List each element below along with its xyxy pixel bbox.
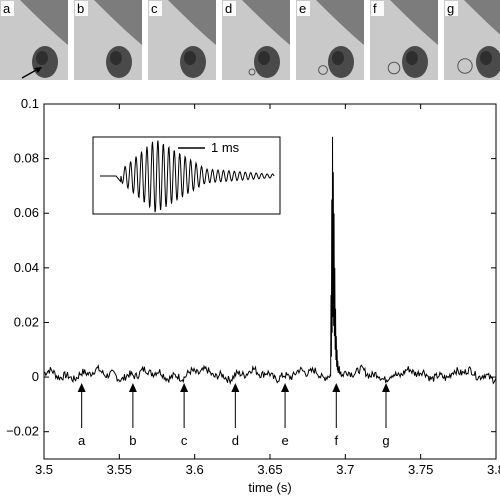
event-label: d	[232, 433, 239, 448]
frame-dark-region	[316, 0, 364, 45]
event-arrowhead	[128, 383, 137, 392]
event-arrowhead	[180, 383, 189, 392]
frame-dark-region	[20, 0, 68, 45]
frame-label-bg	[75, 1, 88, 16]
x-tick-label: 3.6	[186, 462, 204, 477]
x-tick-label: 3.7	[336, 462, 354, 477]
frame-bubble	[248, 68, 256, 76]
event-arrow-a: a	[77, 383, 86, 448]
frame-dark-region	[94, 0, 142, 45]
event-arrow-b: b	[128, 383, 137, 448]
video-frame-f: f	[370, 0, 438, 80]
event-arrows: a b c d e f g	[77, 383, 391, 448]
frame-label: c	[151, 1, 158, 16]
video-frame-strip: a b c d e f g	[0, 0, 500, 80]
x-axis-label: time (s)	[248, 480, 291, 495]
x-tick-label: 3.75	[408, 462, 433, 477]
event-label: c	[181, 433, 188, 448]
frame-label: g	[447, 1, 454, 16]
frame-label-bg	[223, 1, 236, 16]
frame-label: b	[77, 1, 84, 16]
event-label: g	[382, 433, 389, 448]
frame-particle-core	[332, 51, 344, 65]
y-tick-label: 0.06	[14, 205, 39, 220]
video-frame-d: d	[222, 0, 290, 80]
frame-pointer-arrow	[21, 68, 39, 79]
event-arrowhead	[332, 383, 341, 392]
video-frame-c: c	[148, 0, 216, 80]
frame-bubble	[318, 65, 328, 75]
frame-label: d	[225, 1, 232, 16]
frame-label-bg	[149, 1, 162, 16]
axis-ticks: 3.5 3.55 3.6 3.65 3.7 3.75 3.8 −0.02 0 0.02 0.04 0.…	[6, 96, 500, 477]
frame-label: a	[3, 1, 11, 16]
y-tick-label: 0	[32, 369, 39, 384]
y-tick-label: 0.1	[21, 96, 39, 111]
frame-pointer-arrowhead	[34, 67, 42, 73]
frame-bubble	[457, 58, 473, 74]
event-arrow-g: g	[382, 383, 391, 448]
event-arrow-f: f	[332, 383, 341, 448]
event-arrow-c: c	[180, 383, 189, 448]
frame-particle-core	[406, 51, 418, 65]
frame-dark-region	[464, 0, 500, 35]
video-frame-g: g	[444, 0, 500, 80]
frame-label-bg	[445, 1, 458, 16]
frame-particle-core	[258, 51, 270, 65]
x-tick-label: 3.55	[107, 462, 132, 477]
frame-bubble	[387, 61, 401, 75]
frame-particle-core	[184, 51, 196, 65]
y-tick-label: 0.08	[14, 151, 39, 166]
frame-label: f	[373, 1, 377, 16]
signal-line	[44, 136, 496, 385]
x-tick-label: 3.5	[35, 462, 53, 477]
signal-trace	[44, 136, 496, 385]
video-frame-b: b	[74, 0, 142, 80]
frame-dark-region	[390, 0, 438, 45]
frame-label: e	[299, 1, 306, 16]
frame-particle-core	[36, 51, 48, 65]
event-label: e	[281, 433, 288, 448]
event-arrowhead	[231, 383, 240, 392]
inset-waveform: 1 ms	[92, 136, 281, 215]
frame-dark-region	[168, 0, 216, 45]
frame-dark-region	[242, 0, 290, 45]
video-frame-e: e	[296, 0, 364, 80]
event-arrowhead	[77, 383, 86, 392]
event-label: a	[78, 433, 86, 448]
event-label: f	[334, 433, 338, 448]
event-label: b	[129, 433, 136, 448]
inset-waveform-trace	[100, 140, 275, 213]
frame-label-bg	[371, 1, 384, 16]
frame-particle-core	[110, 51, 122, 65]
event-arrowhead	[382, 383, 391, 392]
event-arrow-d: d	[231, 383, 240, 448]
x-tick-label: 3.8	[487, 462, 500, 477]
inset-scale-label: 1 ms	[211, 140, 240, 155]
frame-label-bg	[297, 1, 310, 16]
inset-waveform-line	[100, 140, 275, 213]
event-arrow-e: e	[281, 383, 290, 448]
x-tick-label: 3.65	[257, 462, 282, 477]
y-tick-label: 0.02	[14, 314, 39, 329]
y-tick-label: −0.02	[6, 424, 39, 439]
frame-particle-core	[480, 51, 492, 65]
y-tick-label: 0.04	[14, 260, 39, 275]
frame-label-bg	[1, 1, 14, 16]
event-arrowhead	[281, 383, 290, 392]
